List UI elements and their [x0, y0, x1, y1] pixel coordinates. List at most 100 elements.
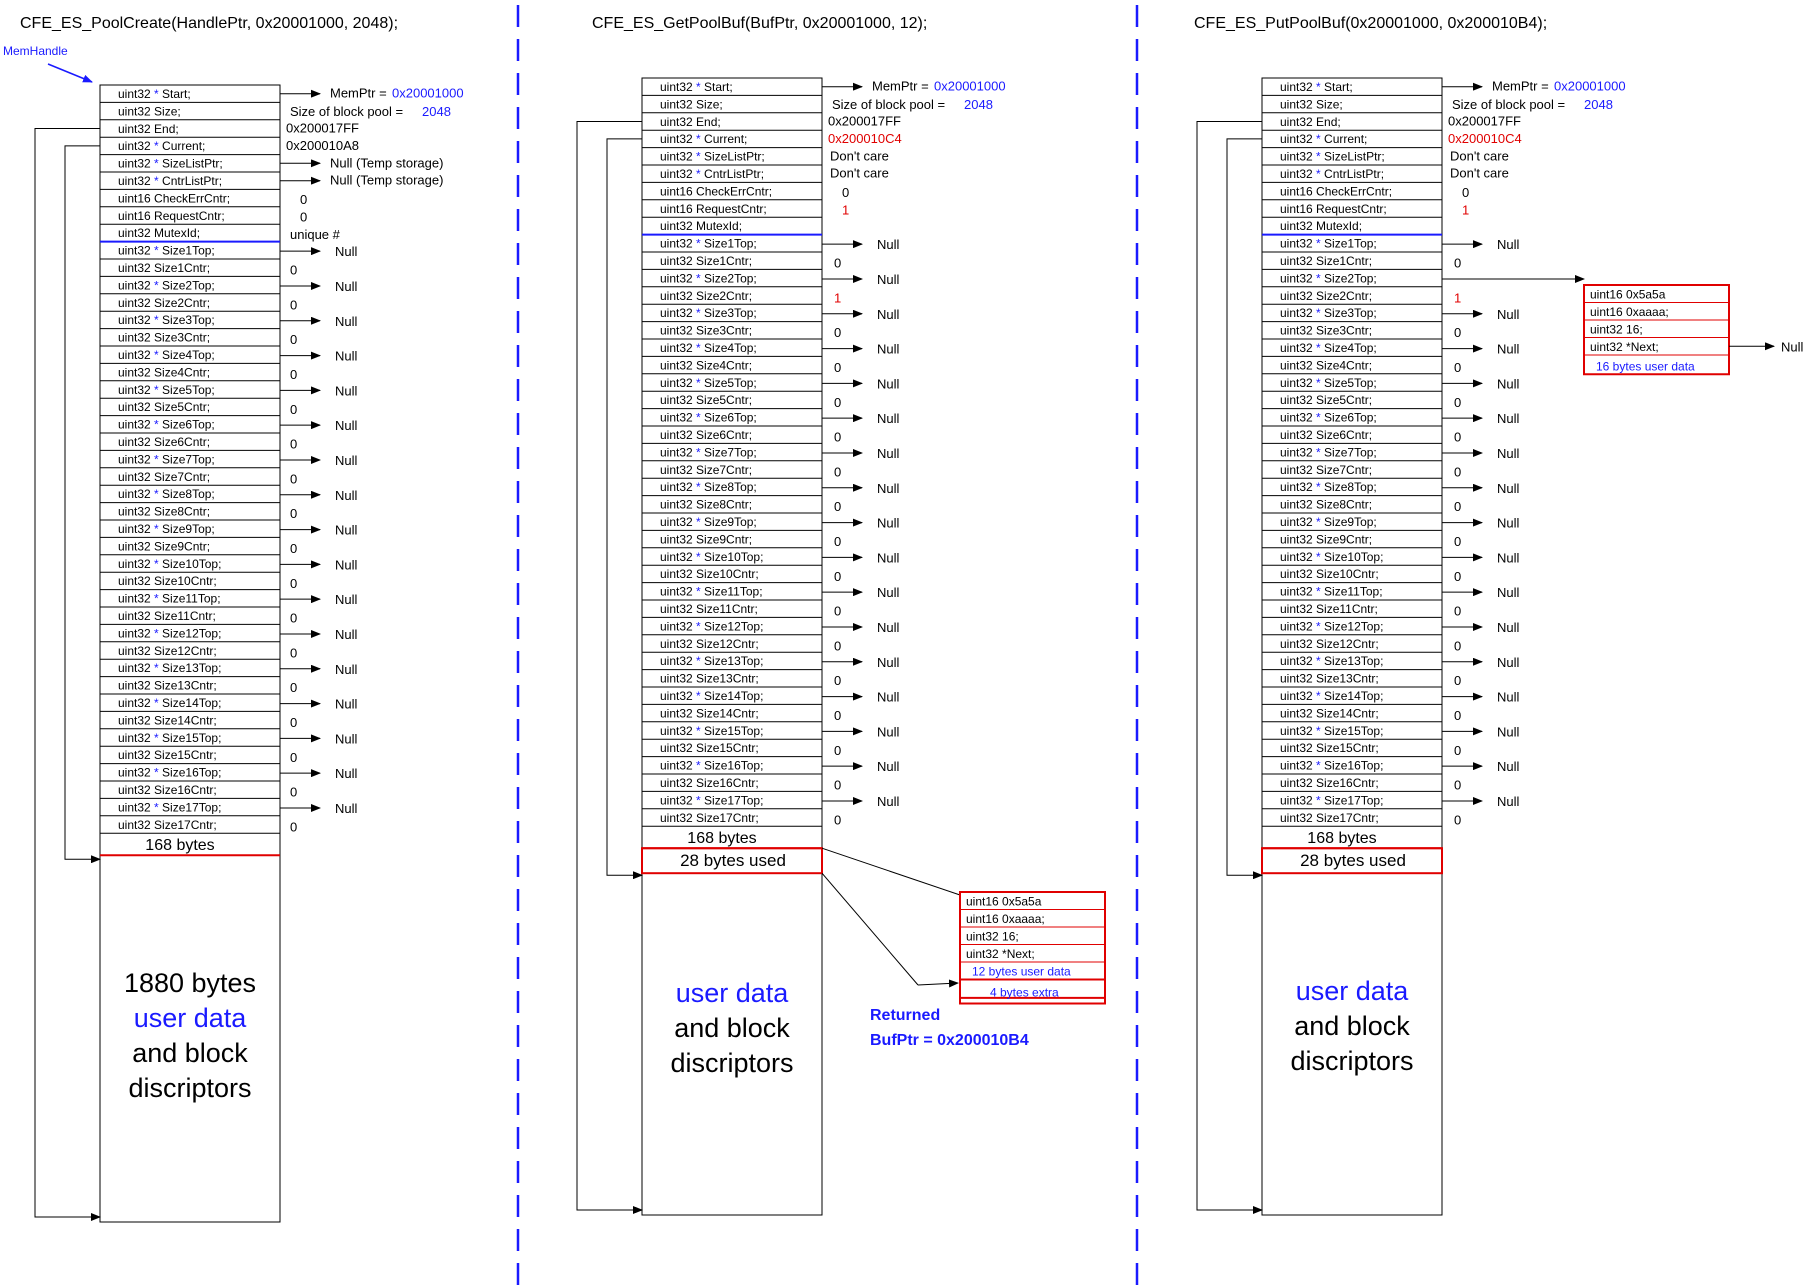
mem-handle-arrow [47, 63, 93, 83]
panel-get-cntrlist-value: Don't care [830, 166, 889, 181]
panel-create-size17-cntr-value: 0 [290, 819, 297, 834]
panel-create-size1-cntr: uint32 Size1Cntr; [118, 261, 210, 275]
panel-put-size4-cntr-value: 0 [1454, 360, 1461, 375]
panel-get-size16-top: uint32 * Size16Top; [660, 759, 763, 773]
panel-get-size8-cntr: uint32 Size8Cntr; [660, 498, 752, 512]
panel-put-field-mutex: uint32 MutexId; [1280, 219, 1362, 233]
panel-create-size16-cntr-value: 0 [290, 785, 297, 800]
panel-get-size2-cntr: uint32 Size2Cntr; [660, 289, 752, 303]
panel-create-size7-top: uint32 * Size7Top; [118, 452, 215, 466]
panel-create-size4-cntr: uint32 Size4Cntr; [118, 365, 210, 379]
panel-put-size3-top-value: Null [1497, 307, 1520, 322]
panel-create-size11-top-value: Null [335, 592, 358, 607]
panel-put-size9-top-value: Null [1497, 516, 1520, 531]
panel-create-size4-cntr-value: 0 [290, 367, 297, 382]
panel-put-size6-top-value: Null [1497, 411, 1520, 426]
panel-get-request-value: 1 [842, 203, 849, 218]
panel-get-start-address: 0x20001000 [934, 79, 1006, 94]
panel-create-size13-cntr-value: 0 [290, 680, 297, 695]
panel-create-size5-top-value: Null [335, 383, 358, 398]
panel-get-size17-top: uint32 * Size17Top; [660, 793, 763, 807]
panel-get-size4-top-value: Null [877, 342, 900, 357]
panel-get-size17-cntr-value: 0 [834, 812, 841, 827]
panel-get-size13-cntr: uint32 Size13Cntr; [660, 672, 759, 686]
panel-create-current-pointer [64, 145, 101, 864]
panel-create-size1-top: uint32 * Size1Top; [118, 244, 215, 258]
panel-put-size14-cntr: uint32 Size14Cntr; [1280, 706, 1379, 720]
panel-create-size16-top-value: Null [335, 766, 358, 781]
panel-create-header-bytes: 168 bytes [145, 837, 214, 854]
panel-create-size5-cntr-value: 0 [290, 402, 297, 417]
panel-get-pool-box [641, 77, 823, 1216]
panel-create-size3-cntr: uint32 Size3Cntr; [118, 331, 210, 345]
panel-put-used-region [1261, 847, 1443, 875]
panel-put-title: CFE_ES_PutPoolBuf(0x20001000, 0x200010B4… [1194, 15, 1547, 32]
panel-put-size15-top: uint32 * Size15Top; [1280, 724, 1383, 738]
panel-put-sizelist-value: Don't care [1450, 148, 1509, 163]
panel-get-field-checkerr: uint16 CheckErrCntr; [660, 184, 772, 198]
panel-put-size8-top: uint32 * Size8Top; [1280, 480, 1377, 494]
panel-put-free-line-2: discriptors [1290, 1046, 1413, 1076]
panel-get-size14-top: uint32 * Size14Top; [660, 689, 763, 703]
panel-create-size9-top: uint32 * Size9Top; [118, 522, 215, 536]
panel-get-size9-cntr: uint32 Size9Cntr; [660, 532, 752, 546]
panel-get-start-value: MemPtr = [872, 79, 929, 94]
panel-get-size2-cntr-value: 1 [834, 290, 841, 305]
panel-get-size15-cntr: uint32 Size15Cntr; [660, 741, 759, 755]
panel-create-size6-top-value: Null [335, 418, 358, 433]
panel-get-size10-cntr-value: 0 [834, 569, 841, 584]
panel-put-size5-top-value: Null [1497, 376, 1520, 391]
get-used-to-descriptor-diag [821, 872, 919, 986]
panel-put-size3-cntr: uint32 Size3Cntr; [1280, 324, 1372, 338]
panel-put-start-value: MemPtr = [1492, 79, 1549, 94]
panel-create-size13-top: uint32 * Size13Top; [118, 661, 221, 675]
panel-put-size16-top: uint32 * Size16Top; [1280, 759, 1383, 773]
panel-put-size4-top-value: Null [1497, 342, 1520, 357]
panel-create-size11-top: uint32 * Size11Top; [118, 592, 221, 606]
panel-put-size12-top-value: Null [1497, 620, 1520, 635]
panel-get-size7-top: uint32 * Size7Top; [660, 445, 757, 459]
panel-create-size16-cntr: uint32 Size16Cntr; [118, 783, 217, 797]
panel-put-field-checkerr: uint16 CheckErrCntr; [1280, 184, 1392, 198]
put-block-descriptor-field-1: uint16 0xaaaa; [1590, 305, 1669, 319]
put-block-descriptor-field-0: uint16 0x5a5a [1590, 288, 1666, 302]
panel-get-size1-top-value: Null [877, 237, 900, 252]
get-returned-bufptr: BufPtr = 0x200010B4 [870, 1032, 1029, 1049]
panel-put-current-value: 0x200010C4 [1448, 131, 1522, 146]
panel-get-size5-top-value: Null [877, 376, 900, 391]
panel-put-size2-cntr: uint32 Size2Cntr; [1280, 289, 1372, 303]
panel-put-free-line-0: user data [1296, 976, 1410, 1006]
panel-put-size9-top: uint32 * Size9Top; [1280, 515, 1377, 529]
panel-create-size5-top: uint32 * Size5Top; [118, 383, 215, 397]
panel-create-size3-cntr-value: 0 [290, 332, 297, 347]
panel-get-field-start: uint32 * Start; [660, 80, 733, 94]
panel-get-size9-top: uint32 * Size9Top; [660, 515, 757, 529]
panel-put-size2-top: uint32 * Size2Top; [1280, 271, 1377, 285]
panel-put-size10-top: uint32 * Size10Top; [1280, 550, 1383, 564]
panel-create-size16-top: uint32 * Size16Top; [118, 766, 221, 780]
panel-get-size10-cntr: uint32 Size10Cntr; [660, 567, 759, 581]
panel-create-size10-cntr: uint32 Size10Cntr; [118, 574, 217, 588]
panel-put-size14-top: uint32 * Size14Top; [1280, 689, 1383, 703]
panel-create-size9-top-value: Null [335, 523, 358, 538]
panel-get-size4-cntr-value: 0 [834, 360, 841, 375]
panel-put-size12-cntr: uint32 Size12Cntr; [1280, 637, 1379, 651]
panel-create-size9-cntr-value: 0 [290, 541, 297, 556]
panel-create-size-number: 2048 [422, 104, 451, 119]
panel-put-size17-top: uint32 * Size17Top; [1280, 793, 1383, 807]
panel-create-end-pointer [34, 128, 101, 1221]
panel-get-size6-cntr: uint32 Size6Cntr; [660, 428, 752, 442]
panel-get-size7-cntr-value: 0 [834, 464, 841, 479]
panel-create-size8-cntr: uint32 Size8Cntr; [118, 505, 210, 519]
panel-get-size6-top: uint32 * Size6Top; [660, 411, 757, 425]
panel-get-end-value: 0x200017FF [828, 114, 901, 129]
panel-create-pool-box [99, 84, 281, 1223]
panel-put-size11-top: uint32 * Size11Top; [1280, 585, 1383, 599]
panel-put-size14-top-value: Null [1497, 690, 1520, 705]
get-block-descriptor-field-1: uint16 0xaaaa; [966, 912, 1045, 926]
panel-put-size-number: 2048 [1584, 97, 1613, 112]
panel-create-size6-cntr-value: 0 [290, 437, 297, 452]
panel-get-size5-top: uint32 * Size5Top; [660, 376, 757, 390]
panel-put-size2-cntr-value: 1 [1454, 290, 1461, 305]
